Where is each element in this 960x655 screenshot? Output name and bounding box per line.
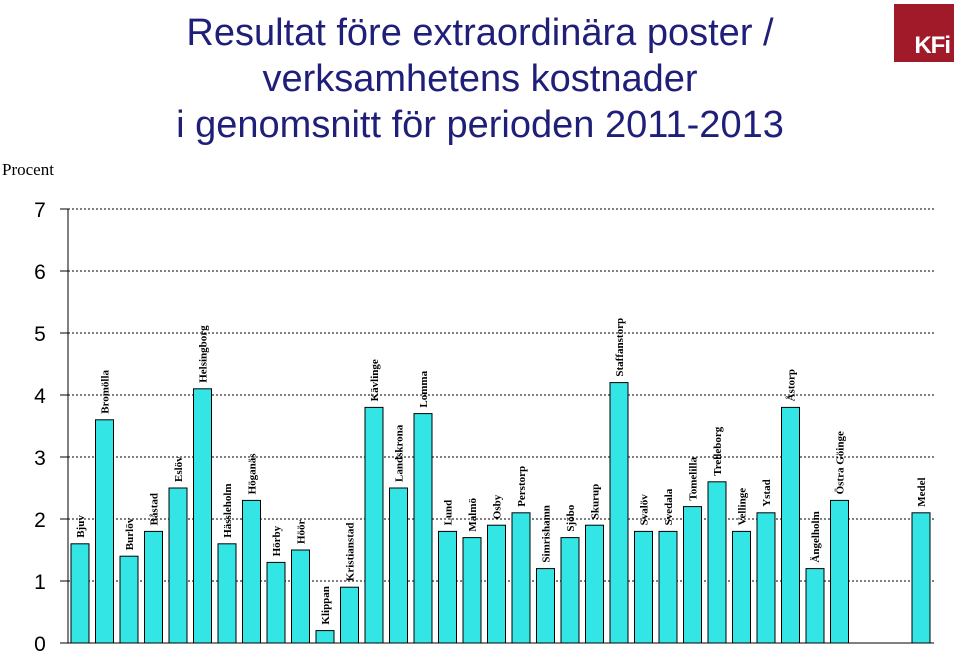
bar-18 (511, 512, 531, 644)
y-tick-label-4: 4 (34, 385, 46, 408)
bar-label-21: Skurup (590, 484, 602, 519)
bar-14 (413, 413, 433, 644)
bar-label-26: Trelleborg (712, 426, 724, 476)
bar-17 (487, 524, 506, 644)
bar-label-1: Bromölla (100, 370, 112, 414)
bar-21 (585, 524, 604, 644)
bar-label-24: Svedala (663, 488, 675, 525)
bar-29 (781, 406, 800, 644)
bar-label-27: Vellinge (737, 488, 749, 526)
y-tick-label-1: 1 (34, 571, 46, 594)
bar-13 (389, 487, 408, 644)
bar-label-4: Eslöv (173, 456, 185, 482)
bar-28 (756, 512, 776, 644)
bar-8 (266, 561, 286, 644)
bar-label-16: Malmö (467, 497, 479, 531)
bar-label-17: Osby (492, 494, 504, 519)
bar-label-28: Ystad (761, 479, 773, 507)
bar-11 (340, 586, 359, 644)
bar-label-19: Simrishamn (541, 505, 553, 562)
bar-22 (609, 382, 629, 644)
bar-27 (732, 530, 751, 644)
bar-1 (95, 419, 114, 644)
bar-12 (364, 406, 384, 644)
bar-25 (683, 506, 702, 644)
bar-20 (560, 537, 580, 644)
bar-label-7: Höganäs (247, 453, 259, 495)
bar-7 (242, 499, 261, 644)
bar-label-12: Kävlinge (369, 359, 381, 401)
bar-32 (911, 512, 931, 644)
bar-label-6: Hässleholm (222, 483, 234, 537)
bar-label-32: Medel (916, 477, 928, 506)
bar-label-5: Helsingborg (198, 325, 210, 383)
bar-label-18: Perstorp (516, 466, 528, 507)
bar-23 (634, 530, 653, 644)
bar-label-29: Åstorp (786, 369, 798, 401)
bar-label-3: Båstad (149, 493, 161, 525)
bar-label-31: Östra Göinge (834, 431, 847, 494)
logo-text: KFi (914, 32, 951, 59)
bar-4 (168, 487, 188, 644)
y-tick-label-5: 5 (34, 323, 46, 346)
bar-label-13: Landskrona (394, 424, 406, 482)
bar-label-30: Ängelholm (809, 511, 822, 562)
bar-label-15: Lund (443, 500, 455, 526)
bar-31 (830, 499, 849, 644)
y-tick-label-0: 0 (34, 633, 46, 655)
chart-title-line-1: Resultat före extraordinära poster / (186, 12, 774, 54)
bar-26 (707, 481, 727, 644)
bar-24 (658, 530, 678, 644)
chart-title-line-2: verksamhetens kostnader (262, 58, 698, 100)
y-axis-label: Procent (2, 160, 54, 179)
bar-label-20: Sjöbo (565, 504, 577, 531)
y-tick-label-2: 2 (34, 509, 46, 532)
y-tick-label-3: 3 (34, 447, 46, 470)
kfi-logo: KFi (894, 4, 954, 62)
bar-label-11: Kristianstad (345, 523, 357, 582)
bar-label-25: Tomelilla (688, 457, 700, 501)
bar-30 (805, 568, 825, 644)
bar-2 (119, 555, 139, 644)
bar-label-9: Höör (296, 519, 308, 544)
bar-10 (315, 630, 335, 644)
bar-label-2: Burlöv (124, 517, 136, 550)
bar-label-0: Bjuv (75, 515, 87, 538)
bar-6 (217, 543, 237, 644)
bar-0 (70, 543, 90, 644)
bar-label-10: Klippan (320, 586, 332, 625)
y-tick-label-6: 6 (34, 261, 46, 284)
bar-16 (462, 537, 482, 644)
bar-label-22: Staffanstorp (614, 318, 626, 377)
bar-label-14: Lomma (418, 370, 430, 407)
y-tick-label-7: 7 (34, 199, 46, 222)
bar-15 (438, 530, 457, 644)
bar-label-23: Svalöv (639, 494, 651, 526)
bar-3 (144, 530, 163, 644)
bar-9 (291, 549, 310, 644)
bar-19 (536, 568, 555, 644)
chart-title-line-3: i genomsnitt för perioden 2011-2013 (176, 104, 784, 146)
bar-label-8: Hörby (271, 525, 283, 556)
bar-5 (193, 388, 212, 644)
